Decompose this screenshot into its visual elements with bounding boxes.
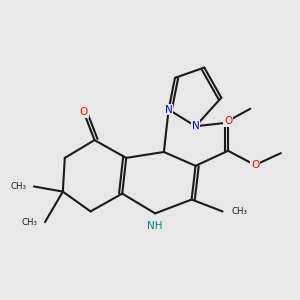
Text: O: O xyxy=(224,116,232,127)
Text: O: O xyxy=(80,107,88,117)
Text: CH₃: CH₃ xyxy=(22,218,38,226)
Text: O: O xyxy=(251,160,259,170)
Text: CH₃: CH₃ xyxy=(231,207,247,216)
Text: CH₃: CH₃ xyxy=(11,182,27,191)
Text: N: N xyxy=(192,121,200,131)
Text: NH: NH xyxy=(147,221,163,231)
Text: N: N xyxy=(165,105,172,115)
